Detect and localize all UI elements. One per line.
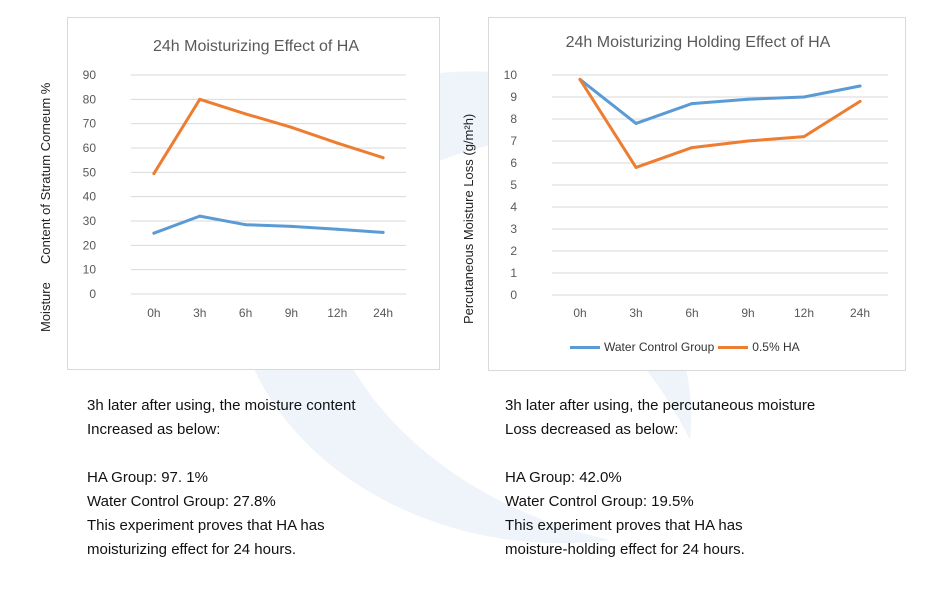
y-tick-label: 30 bbox=[83, 214, 97, 228]
y-tick-label: 5 bbox=[510, 178, 517, 192]
left-note-ha-group: HA Group: 97. 1% bbox=[87, 469, 208, 486]
left-note-line: 3h later after using, the moisture conte… bbox=[87, 397, 356, 414]
left-note-water-group: Water Control Group: 27.8% bbox=[87, 493, 276, 510]
data-point-0-5-ha bbox=[858, 99, 862, 103]
data-point-water-control-group bbox=[746, 97, 750, 101]
data-point-0-5-ha bbox=[335, 141, 339, 145]
x-tick-label: 3h bbox=[629, 306, 642, 320]
y-tick-label: 80 bbox=[83, 92, 97, 106]
right-chart-panel: 24h Moisturizing Holding Effect of HA 0 1 2… bbox=[488, 17, 906, 371]
y-tick-label: 50 bbox=[83, 165, 97, 179]
x-tick-label: 24h bbox=[850, 306, 870, 320]
data-point-water-control-group bbox=[634, 121, 638, 125]
data-point-water-control-group bbox=[152, 231, 156, 235]
right-y-axis-label: Percutaneous Moisture Loss (g/m²h) bbox=[461, 113, 476, 324]
left-note-line: moisturizing effect for 24 hours. bbox=[87, 541, 296, 558]
series-line-water-control-group bbox=[152, 214, 385, 235]
right-chart-legend: Water Control Group 0.5% HA bbox=[570, 340, 804, 354]
y-tick-label: 3 bbox=[510, 222, 517, 236]
x-tick-label: 6h bbox=[685, 306, 698, 320]
data-point-0-5-ha bbox=[289, 125, 293, 129]
y-tick-label: 0 bbox=[510, 288, 517, 302]
series-line-0-5-ha bbox=[578, 77, 862, 169]
y-tick-label: 10 bbox=[83, 263, 97, 277]
left-line-chart: 24h Moisturizing Effect of HA 0 10 20 30 40 50… bbox=[83, 38, 406, 320]
y-tick-label: 6 bbox=[510, 156, 517, 170]
x-tick-label: 24h bbox=[373, 306, 393, 320]
y-tick-label: 10 bbox=[504, 68, 518, 82]
x-tick-label: 0h bbox=[573, 306, 586, 320]
y-tick-label: 9 bbox=[510, 90, 517, 104]
data-point-water-control-group bbox=[335, 227, 339, 231]
left-chart-panel: 24h Moisturizing Effect of HA 0 10 20 30 40 50… bbox=[67, 17, 440, 370]
y-tick-label: 0 bbox=[89, 287, 96, 301]
data-point-water-control-group bbox=[802, 95, 806, 99]
legend-swatch-water bbox=[570, 345, 600, 349]
y-tick-label: 1 bbox=[510, 266, 517, 280]
series-line-0-5-ha bbox=[152, 97, 385, 176]
y-tick-label: 70 bbox=[83, 117, 97, 131]
data-point-0-5-ha bbox=[244, 112, 248, 116]
left-notes: 3h later after using, the moisture conte… bbox=[87, 394, 355, 562]
right-line-chart: 24h Moisturizing Holding Effect of HA012… bbox=[504, 34, 888, 320]
left-y-axis-label: Content of Stratum Corneum % bbox=[38, 82, 53, 264]
y-tick-label: 7 bbox=[510, 134, 517, 148]
right-note-line: moisture-holding effect for 24 hours. bbox=[505, 541, 745, 558]
data-point-water-control-group bbox=[244, 223, 248, 227]
left-note-line: Increased as below: bbox=[87, 421, 221, 438]
series-line-water-control-group bbox=[578, 77, 862, 125]
data-point-0-5-ha bbox=[578, 77, 582, 81]
y-tick-label: 8 bbox=[510, 112, 517, 126]
data-point-0-5-ha bbox=[690, 146, 694, 150]
x-tick-label: 12h bbox=[794, 306, 814, 320]
x-tick-label: 9h bbox=[741, 306, 754, 320]
y-tick-label: 4 bbox=[510, 200, 517, 214]
x-tick-label: 0h bbox=[147, 306, 160, 320]
x-tick-label: 9h bbox=[285, 306, 298, 320]
right-note-ha-group: HA Group: 42.0% bbox=[505, 469, 622, 486]
left-y-axis-label-moisture: Moisture bbox=[38, 282, 53, 332]
data-point-0-5-ha bbox=[152, 172, 156, 176]
right-notes: 3h later after using, the percutaneous m… bbox=[505, 394, 815, 562]
x-tick-label: 6h bbox=[239, 306, 252, 320]
x-tick-label: 12h bbox=[327, 306, 347, 320]
data-point-0-5-ha bbox=[634, 165, 638, 169]
data-point-water-control-group bbox=[381, 230, 385, 234]
right-note-line: 3h later after using, the percutaneous m… bbox=[505, 397, 816, 414]
chart-title: 24h Moisturizing Effect of HA bbox=[153, 38, 359, 55]
data-point-water-control-group bbox=[289, 224, 293, 228]
data-point-water-control-group bbox=[198, 214, 202, 218]
data-point-0-5-ha bbox=[802, 135, 806, 139]
y-tick-label: 90 bbox=[83, 68, 97, 82]
legend-label-water: Water Control Group bbox=[604, 340, 715, 354]
y-tick-label: 60 bbox=[83, 141, 97, 155]
left-note-line: This experiment proves that HA has bbox=[87, 517, 325, 534]
data-point-0-5-ha bbox=[746, 139, 750, 143]
right-note-line: This experiment proves that HA has bbox=[505, 517, 743, 534]
y-tick-label: 20 bbox=[83, 238, 97, 252]
legend-label-ha: 0.5% HA bbox=[752, 340, 800, 354]
x-tick-label: 3h bbox=[193, 306, 206, 320]
right-note-water-group: Water Control Group: 19.5% bbox=[505, 493, 694, 510]
y-tick-label: 2 bbox=[510, 244, 517, 258]
data-point-0-5-ha bbox=[198, 97, 202, 101]
data-point-water-control-group bbox=[690, 102, 694, 106]
right-note-line: Loss decreased as below: bbox=[505, 421, 679, 438]
chart-title: 24h Moisturizing Holding Effect of HA bbox=[566, 34, 831, 51]
data-point-0-5-ha bbox=[381, 156, 385, 160]
data-point-water-control-group bbox=[858, 84, 862, 88]
y-tick-label: 40 bbox=[83, 190, 97, 204]
legend-swatch-ha bbox=[718, 345, 749, 349]
